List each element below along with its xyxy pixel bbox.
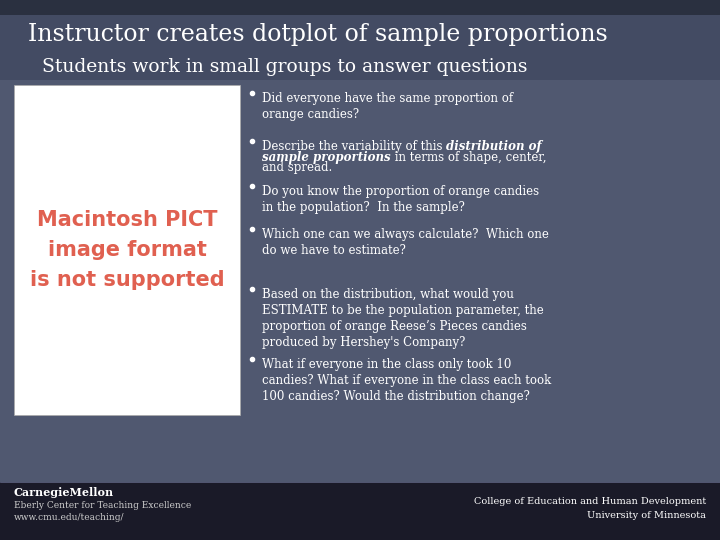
Text: Did everyone have the same proportion of
orange candies?: Did everyone have the same proportion of… [262, 92, 513, 121]
Text: Do you know the proportion of orange candies
in the population?  In the sample?: Do you know the proportion of orange can… [262, 185, 539, 214]
Text: Based on the distribution, what would you
ESTIMATE to be the population paramete: Based on the distribution, what would yo… [262, 288, 544, 349]
Text: Which one can we always calculate?  Which one
do we have to estimate?: Which one can we always calculate? Which… [262, 228, 549, 257]
Bar [0, 0, 720, 15]
Text: College of Education and Human Development: College of Education and Human Developme… [474, 497, 706, 507]
Text: What if everyone in the class only took 10
candies? What if everyone in the clas: What if everyone in the class only took … [262, 358, 552, 403]
Text: Instructor creates dotplot of sample proportions: Instructor creates dotplot of sample pro… [28, 24, 608, 46]
Text: Describe the variability of this: Describe the variability of this [262, 140, 446, 153]
Text: Eberly Center for Teaching Excellence: Eberly Center for Teaching Excellence [14, 501, 192, 510]
Text: Macintosh PICT
image format
is not supported: Macintosh PICT image format is not suppo… [30, 211, 225, 289]
Text: CarnegieMellon: CarnegieMellon [14, 488, 114, 498]
Text: www.cmu.edu/teaching/: www.cmu.edu/teaching/ [14, 512, 125, 522]
Text: distribution of: distribution of [446, 140, 541, 153]
Bar [0, 0, 720, 80]
Text: sample proportions: sample proportions [262, 151, 391, 164]
Bar [14, 85, 240, 415]
Bar [0, 482, 720, 540]
Text: and spread.: and spread. [262, 161, 332, 174]
Text: Students work in small groups to answer questions: Students work in small groups to answer … [42, 58, 528, 76]
Text: University of Minnesota: University of Minnesota [587, 510, 706, 519]
Text: in terms of shape, center,: in terms of shape, center, [391, 151, 546, 164]
